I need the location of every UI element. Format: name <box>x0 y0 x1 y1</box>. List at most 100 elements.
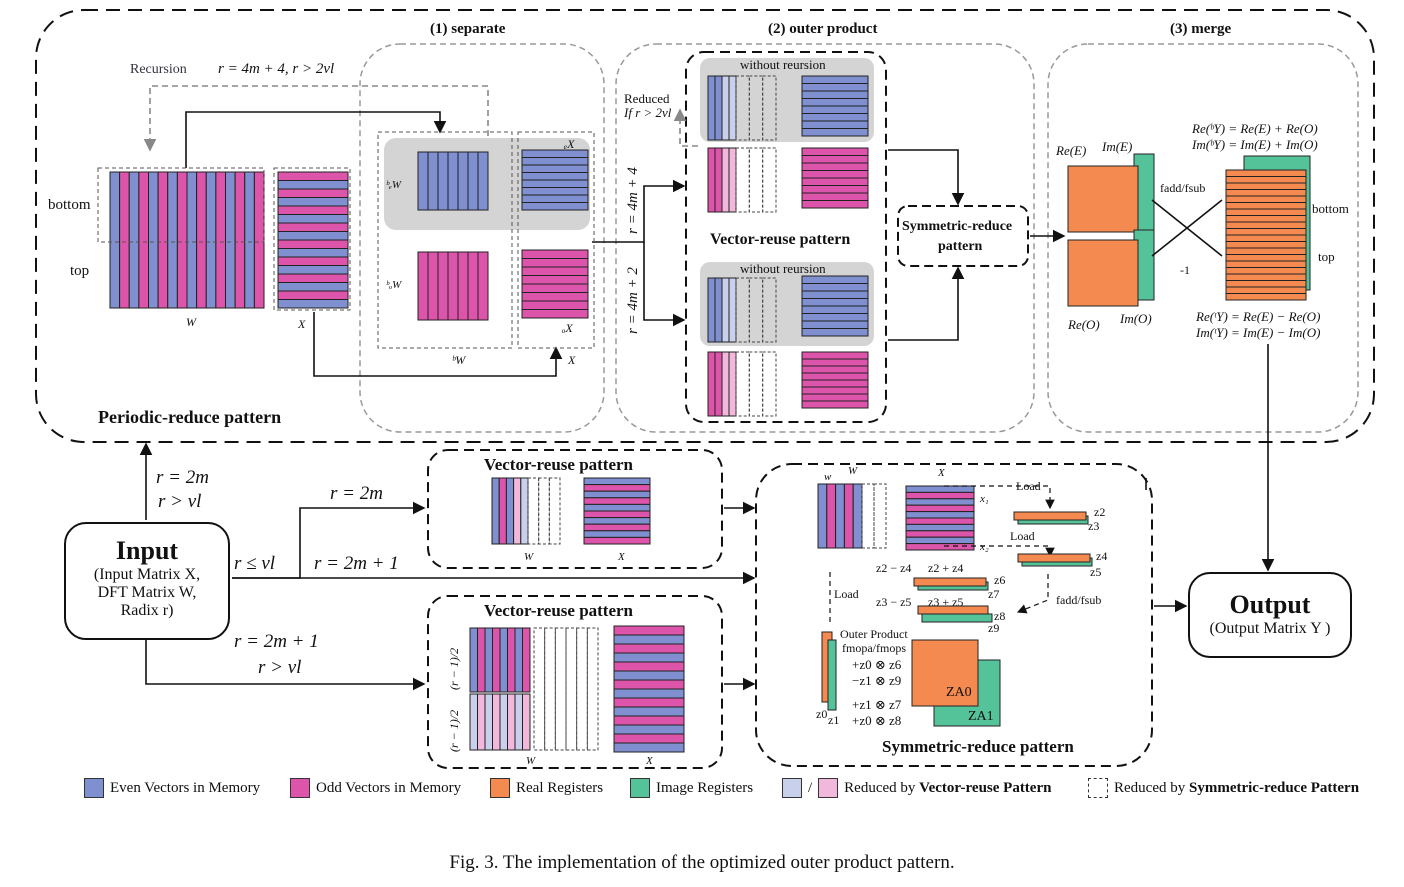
merge-out-row <box>1225 208 1307 216</box>
x-matrix-label: X <box>298 317 306 331</box>
w-column <box>244 171 255 309</box>
vr-row <box>801 351 869 360</box>
input-line-3: Radix r) <box>120 602 174 619</box>
srp-x1: x₁ <box>980 493 989 505</box>
x-row <box>277 180 349 190</box>
output-line-1: (Output Matrix Y ) <box>1209 620 1331 637</box>
srp-term-1: +z0 ⊗ z6 <box>852 657 902 672</box>
legend-sr-swatch <box>1088 778 1108 798</box>
reduced-column <box>554 627 567 751</box>
vr-row <box>801 192 869 201</box>
edge-r-gt-vl-b: r > vl <box>258 657 302 678</box>
vr-low-column <box>522 693 531 751</box>
vr-low-column <box>492 693 501 751</box>
srp-za1: ZA1 <box>968 709 994 724</box>
vr-row <box>801 147 869 156</box>
vr-row <box>801 379 869 388</box>
vr-column <box>714 351 723 417</box>
vr-mid-row <box>583 503 651 512</box>
symmetric-reduce-label: Symmetric-reduce <box>902 219 1013 234</box>
vr-row <box>801 275 869 284</box>
w-column <box>205 171 217 309</box>
legend-sr-bold: Symmetric-reduce Pattern <box>1188 779 1360 796</box>
vr-low-w: W <box>526 755 536 767</box>
merge-out-row <box>1225 215 1307 223</box>
vr-row <box>801 120 869 129</box>
vr-row <box>801 185 869 194</box>
legend-image: Image Registers <box>656 779 754 796</box>
w-column <box>109 171 121 309</box>
bow-label: ᵇₒW <box>386 279 402 291</box>
x-row <box>277 299 349 309</box>
vr-low-row <box>613 706 685 717</box>
bew-column <box>447 151 459 211</box>
eq-re-ty: Re(ᵗY) = Re(E) − Re(O) <box>1196 309 1321 324</box>
vr-mid-row <box>583 523 651 532</box>
symmetric-reduce-pattern-label: pattern <box>938 239 983 254</box>
ox-row <box>521 309 589 319</box>
vr-row <box>801 298 869 307</box>
vr-mid-x: X <box>618 551 625 563</box>
edge-r-gt-vl-a: r > vl <box>158 491 202 512</box>
merge-out-row <box>1225 234 1307 242</box>
bow-column <box>427 251 439 321</box>
x-row <box>277 282 349 292</box>
w-column <box>215 171 226 309</box>
legend-odd-light-swatch <box>818 778 839 798</box>
srp-x-row <box>905 498 975 506</box>
vr-row <box>801 283 869 292</box>
legend-slash: / <box>808 779 813 796</box>
vr-row <box>801 305 869 314</box>
vr-mid-row <box>583 490 651 499</box>
w-column <box>138 171 149 309</box>
vr-row <box>801 365 869 374</box>
srp-term-3: +z1 ⊗ z7 <box>852 697 902 712</box>
vr-low-row <box>613 742 685 753</box>
vr-column <box>714 277 723 343</box>
fadd-fsub-label: fadd/fsub <box>1160 181 1206 195</box>
recursion-label: Recursion <box>130 62 187 77</box>
merge-out-row <box>1225 169 1307 177</box>
srp-z0: z0 <box>816 707 828 721</box>
w-matrix-label: W <box>186 315 196 329</box>
srp-load-3: Load <box>834 587 859 601</box>
reduced-column <box>748 147 764 213</box>
separate-frame <box>359 43 605 433</box>
srp-fadd-fsub: fadd/fsub <box>1056 593 1102 607</box>
periodic-reduce-frame <box>35 9 1375 443</box>
srp-load-2: Load <box>1010 529 1035 543</box>
vr-low-half-1: (r − 1)/2 <box>447 647 461 690</box>
vr-row <box>801 128 869 137</box>
x-row <box>277 239 349 249</box>
vr-column <box>728 147 737 213</box>
vr-low-column <box>484 627 493 693</box>
ex-row <box>521 179 589 188</box>
legend-real-swatch <box>490 778 510 798</box>
ox-row <box>521 283 589 293</box>
vr-low-row <box>613 688 685 699</box>
srp-z2: z2 <box>1094 505 1106 519</box>
x-row <box>277 273 349 283</box>
vr-low-column <box>499 627 508 693</box>
x-row <box>277 205 349 215</box>
vr-low-row <box>613 697 685 708</box>
vr-column <box>714 147 723 213</box>
merge-out-row <box>1225 267 1307 275</box>
legend-even-swatch <box>84 778 104 798</box>
vr-row <box>801 170 869 179</box>
input-node: Input (Input Matrix X, DFT Matrix W, Rad… <box>64 522 230 640</box>
vr-row <box>801 386 869 395</box>
vr-low-column <box>499 693 508 751</box>
srp-z3: z3 <box>1088 519 1100 533</box>
reduced-column <box>538 477 550 545</box>
legend-odd-swatch <box>290 778 310 798</box>
vr-row <box>801 98 869 107</box>
x-row <box>277 248 349 258</box>
srp-w-column <box>852 483 863 549</box>
output-title: Output <box>1229 590 1311 619</box>
vr-low-row <box>613 652 685 663</box>
ox-label: ₒX <box>562 321 573 335</box>
vr-mid-frame <box>427 449 723 569</box>
without-recursion-label-2: without reursion <box>740 261 826 276</box>
